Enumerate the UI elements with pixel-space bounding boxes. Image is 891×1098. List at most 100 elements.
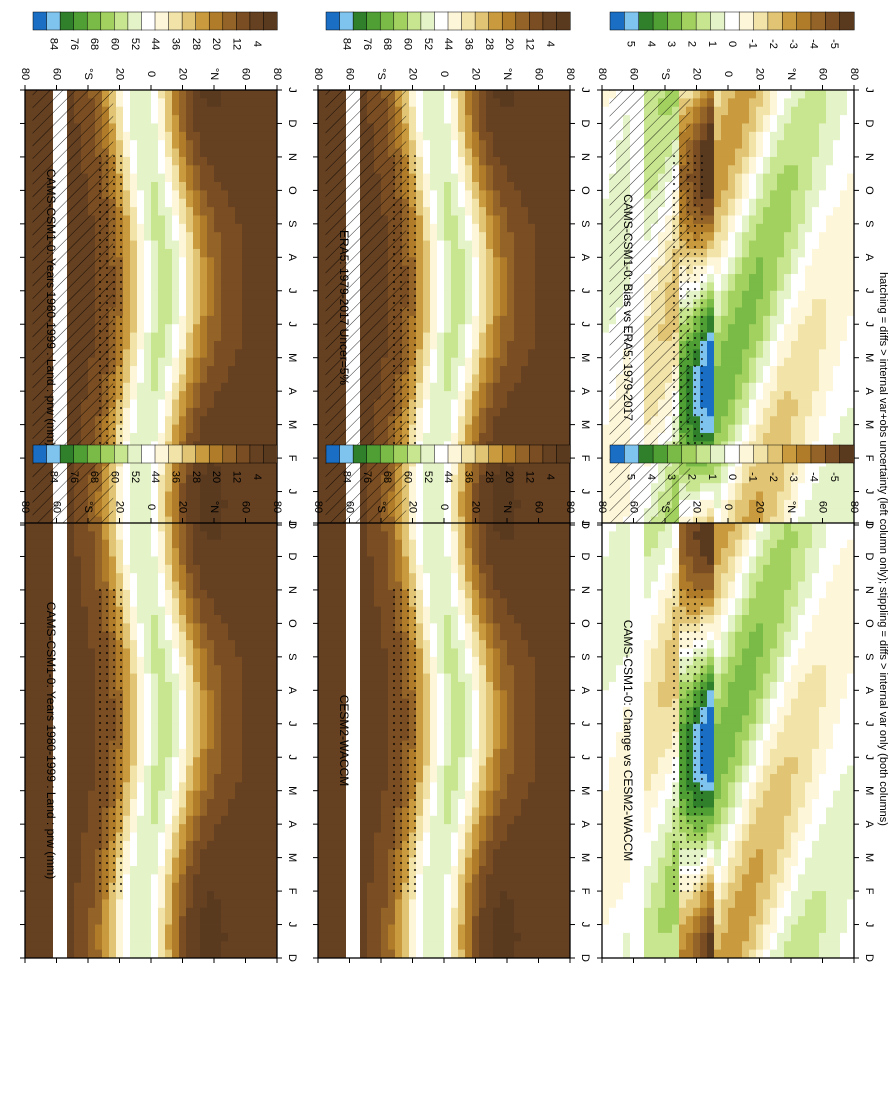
- heatmap-cell: [437, 340, 445, 350]
- heatmap-cell: [130, 715, 138, 725]
- heatmap-cell: [179, 949, 187, 959]
- heatmap-cell: [137, 556, 145, 566]
- heatmap-cell: [263, 865, 271, 875]
- heatmap-cell: [193, 140, 201, 149]
- heatmap-cell: [193, 165, 201, 175]
- heatmap-cell: [221, 932, 229, 942]
- heatmap-cell: [263, 606, 271, 616]
- heatmap-cell: [207, 115, 215, 124]
- heatmap-cell: [88, 782, 96, 792]
- heatmap-cell: [25, 248, 33, 258]
- heatmap-cell: [137, 773, 145, 783]
- heatmap-cell: [263, 115, 271, 124]
- heatmap-cell: [221, 399, 229, 409]
- heatmap-cell: [270, 223, 278, 233]
- heatmap-cell: [179, 523, 187, 532]
- heatmap-cell: [423, 432, 431, 442]
- heatmap-cell: [228, 516, 236, 526]
- month-tick-label: J: [286, 489, 298, 495]
- heatmap-cell: [423, 299, 431, 308]
- heatmap-cell: [242, 732, 250, 741]
- heatmap-cell: [444, 131, 452, 141]
- heatmap-cell: [423, 215, 431, 225]
- heatmap-cell: [172, 715, 180, 725]
- heatmap-cell: [53, 790, 61, 800]
- heatmap-cell: [186, 299, 194, 308]
- heatmap-cell: [242, 198, 250, 208]
- heatmap-cell: [423, 474, 431, 484]
- heatmap-cell: [451, 165, 459, 175]
- heatmap-cell: [32, 589, 40, 599]
- heatmap-cell: [270, 815, 278, 825]
- heatmap-cell: [214, 715, 222, 725]
- heatmap-cell: [165, 949, 173, 959]
- heatmap-cell: [88, 531, 96, 541]
- heatmap-cell: [235, 190, 243, 200]
- heatmap-cell: [46, 790, 54, 800]
- heatmap-cell: [137, 466, 145, 476]
- heatmap-cell: [39, 765, 47, 775]
- heatmap-cell: [39, 606, 47, 616]
- lat-tick-label: °S: [82, 501, 94, 513]
- heatmap-cell: [207, 282, 215, 292]
- heatmap-cell: [172, 640, 180, 649]
- heatmap-cell: [88, 840, 96, 850]
- heatmap-cell: [32, 748, 40, 758]
- heatmap-cell: [249, 232, 257, 241]
- heatmap-cell: [256, 598, 264, 608]
- heatmap-cell: [437, 115, 445, 124]
- heatmap-cell: [123, 491, 131, 501]
- heatmap-cell: [270, 648, 278, 658]
- heatmap-cell: [193, 98, 201, 108]
- heatmap-cell: [193, 115, 201, 124]
- heatmap-cell: [214, 907, 222, 917]
- heatmap-cell: [172, 598, 180, 608]
- heatmap-cell: [46, 849, 54, 859]
- heatmap-cell: [228, 656, 236, 666]
- heatmap-cell: [200, 757, 208, 766]
- heatmap-cell: [444, 391, 452, 400]
- heatmap-cell: [221, 656, 229, 666]
- heatmap-cell: [242, 581, 250, 591]
- heatmap-cell: [32, 631, 40, 641]
- heatmap-cell: [172, 773, 180, 783]
- heatmap-cell: [151, 123, 159, 133]
- heatmap-cell: [193, 874, 201, 884]
- heatmap-cell: [179, 391, 187, 400]
- heatmap-cell: [172, 899, 180, 909]
- heatmap-cell: [116, 140, 124, 149]
- heatmap-cell: [53, 631, 61, 641]
- heatmap-cell: [144, 156, 152, 166]
- heatmap-cell: [263, 740, 271, 750]
- heatmap-cell: [263, 832, 271, 842]
- heatmap-cell: [214, 523, 222, 532]
- heatmap-cell: [423, 198, 431, 208]
- heatmap-cell: [235, 424, 243, 434]
- heatmap-cell: [144, 265, 152, 275]
- heatmap-cell: [228, 815, 236, 825]
- heatmap-cell: [179, 840, 187, 850]
- heatmap-cell: [430, 391, 438, 400]
- heatmap-cell: [270, 207, 278, 216]
- heatmap-cell: [207, 598, 215, 608]
- heatmap-cell: [256, 932, 264, 942]
- heatmap-cell: [235, 681, 243, 691]
- heatmap-cell: [32, 656, 40, 666]
- heatmap-cell: [200, 748, 208, 758]
- heatmap-cell: [242, 589, 250, 599]
- heatmap-cell: [249, 824, 257, 833]
- heatmap-cell: [137, 631, 145, 641]
- heatmap-cell: [186, 131, 194, 141]
- heatmap-cell: [228, 491, 236, 501]
- heatmap-cell: [228, 740, 236, 750]
- heatmap-cell: [123, 340, 131, 350]
- heatmap-cell: [214, 564, 222, 574]
- heatmap-cell: [193, 891, 201, 900]
- heatmap-cell: [172, 123, 180, 133]
- heatmap-cell: [46, 707, 54, 716]
- heatmap-cell: [242, 815, 250, 825]
- heatmap-cell: [165, 182, 173, 191]
- heatmap-cell: [256, 131, 264, 141]
- heatmap-cell: [81, 665, 89, 674]
- heatmap-cell: [109, 891, 117, 900]
